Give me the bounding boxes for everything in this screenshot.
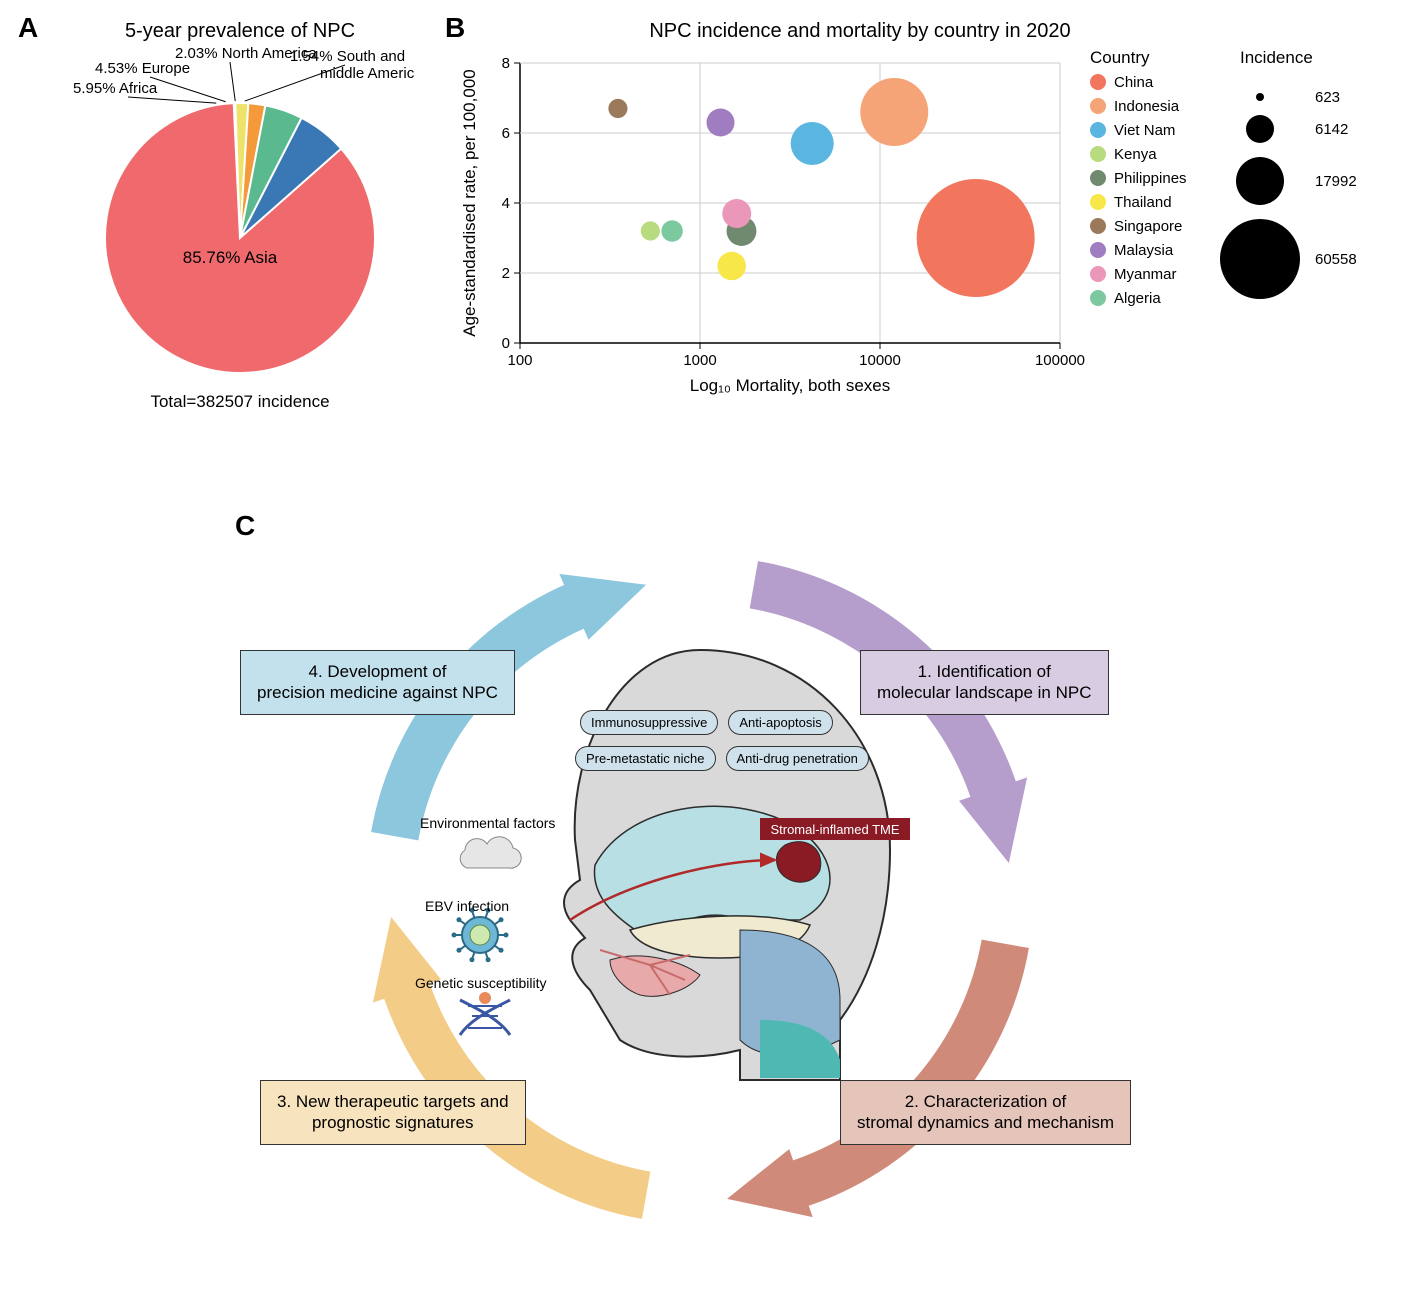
svg-text:Country: Country: [1090, 48, 1150, 67]
pill-pre-metastatic: Pre-metastatic niche: [575, 746, 716, 771]
svg-text:6: 6: [502, 125, 510, 142]
panel-a-footer: Total=382507 incidence: [40, 392, 440, 412]
dna-icon: [460, 992, 510, 1035]
svg-text:0: 0: [502, 335, 510, 352]
svg-text:Myanmar: Myanmar: [1114, 266, 1177, 283]
pie-label: 1.54% South and: [290, 48, 405, 65]
svg-text:17992: 17992: [1315, 173, 1357, 190]
panel-b: NPC incidence and mortality by country i…: [450, 20, 1390, 408]
svg-text:60558: 60558: [1315, 251, 1357, 268]
bubble-indonesia: [860, 78, 928, 146]
bubble-china: [917, 179, 1035, 297]
cycle-box-1: 1. Identification ofmolecular landscape …: [860, 650, 1109, 715]
svg-text:China: China: [1114, 74, 1154, 91]
svg-text:2: 2: [502, 265, 510, 282]
svg-text:Kenya: Kenya: [1114, 146, 1157, 163]
pie-chart: 85.76% Asia5.95% Africa4.53% Europe2.03%…: [65, 43, 415, 388]
bubble-viet-nam: [791, 122, 834, 165]
pie-label-asia: 85.76% Asia: [183, 248, 278, 267]
bubble-malaysia: [707, 109, 735, 137]
svg-text:Algeria: Algeria: [1114, 290, 1161, 307]
virus-icon: [452, 908, 509, 962]
svg-text:10000: 10000: [859, 352, 901, 369]
bubble-myanmar: [722, 199, 751, 228]
svg-text:Thailand: Thailand: [1114, 194, 1172, 211]
pill-anti-apoptosis: Anti-apoptosis: [728, 710, 832, 735]
panel-c: Stromal-inflamed TME 1. Identification o…: [200, 520, 1200, 1280]
factor-ebv: EBV infection: [425, 898, 509, 914]
bubble-singapore: [608, 99, 627, 118]
panel-a-label: A: [18, 12, 38, 44]
svg-text:1000: 1000: [683, 352, 716, 369]
cycle-box-4: 4. Development ofprecision medicine agai…: [240, 650, 515, 715]
pill-row-2: Pre-metastatic niche Anti-drug penetrati…: [575, 746, 869, 771]
pill-row-1: Immunosuppressive Anti-apoptosis: [580, 710, 833, 735]
svg-text:Incidence: Incidence: [1240, 48, 1313, 67]
tme-label: Stromal-inflamed TME: [770, 822, 899, 837]
pill-immunosuppressive: Immunosuppressive: [580, 710, 718, 735]
bubble-thailand: [717, 252, 745, 280]
svg-text:Log₁₀ Mortality, both sexes: Log₁₀ Mortality, both sexes: [690, 376, 891, 395]
svg-text:Singapore: Singapore: [1114, 218, 1182, 235]
pie-label: 5.95% Africa: [73, 80, 158, 97]
svg-text:100: 100: [507, 352, 532, 369]
svg-text:middle America: middle America: [320, 65, 415, 82]
svg-text:623: 623: [1315, 89, 1340, 106]
bubble-chart: 100 1000 10000 100000 0 2 4 6 8 Log₁₀ Mortality, …: [450, 43, 1390, 403]
svg-text:Malaysia: Malaysia: [1114, 242, 1174, 259]
pie-label: 4.53% Europe: [95, 60, 190, 77]
cycle-diagram: Stromal-inflamed TME: [200, 520, 1200, 1280]
svg-text:4: 4: [502, 195, 510, 212]
factor-environmental: Environmental factors: [420, 815, 555, 831]
panel-a: 5-year prevalence of NPC 85.76% Asia5.95…: [40, 20, 440, 412]
bubble-kenya: [641, 221, 660, 240]
svg-text:Philippines: Philippines: [1114, 170, 1187, 187]
svg-text:8: 8: [502, 55, 510, 72]
pill-anti-drug: Anti-drug penetration: [726, 746, 869, 771]
svg-text:Viet Nam: Viet Nam: [1114, 122, 1175, 139]
svg-text:6142: 6142: [1315, 121, 1348, 138]
svg-text:Age-standardised rate, per 100: Age-standardised rate, per 100,000: [460, 69, 479, 336]
cycle-box-3: 3. New therapeutic targets andprognostic…: [260, 1080, 526, 1145]
panel-b-title: NPC incidence and mortality by country i…: [330, 20, 1390, 43]
svg-text:Indonesia: Indonesia: [1114, 98, 1180, 115]
svg-text:100000: 100000: [1035, 352, 1085, 369]
bubble-algeria: [661, 220, 682, 241]
cycle-box-2: 2. Characterization ofstromal dynamics a…: [840, 1080, 1131, 1145]
factor-genetic: Genetic susceptibility: [415, 975, 547, 991]
cloud-icon: [460, 837, 521, 868]
